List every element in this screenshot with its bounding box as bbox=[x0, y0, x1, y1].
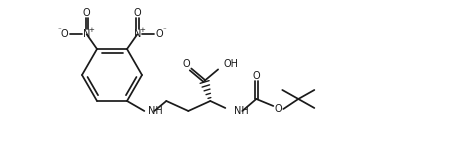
Text: ⁻: ⁻ bbox=[58, 27, 62, 33]
Text: O: O bbox=[156, 29, 163, 39]
Text: ⁻: ⁻ bbox=[163, 27, 166, 33]
Text: O: O bbox=[61, 29, 69, 39]
Text: OH: OH bbox=[223, 59, 238, 69]
Text: +: + bbox=[139, 27, 145, 33]
Text: +: + bbox=[89, 27, 95, 33]
Text: O: O bbox=[183, 59, 190, 69]
Text: O: O bbox=[253, 71, 260, 81]
Text: O: O bbox=[83, 8, 90, 18]
Text: O: O bbox=[134, 8, 141, 18]
Text: N: N bbox=[134, 29, 141, 39]
Text: NH: NH bbox=[234, 106, 249, 116]
Text: N: N bbox=[83, 29, 90, 39]
Text: O: O bbox=[274, 104, 282, 114]
Text: NH: NH bbox=[148, 106, 163, 116]
